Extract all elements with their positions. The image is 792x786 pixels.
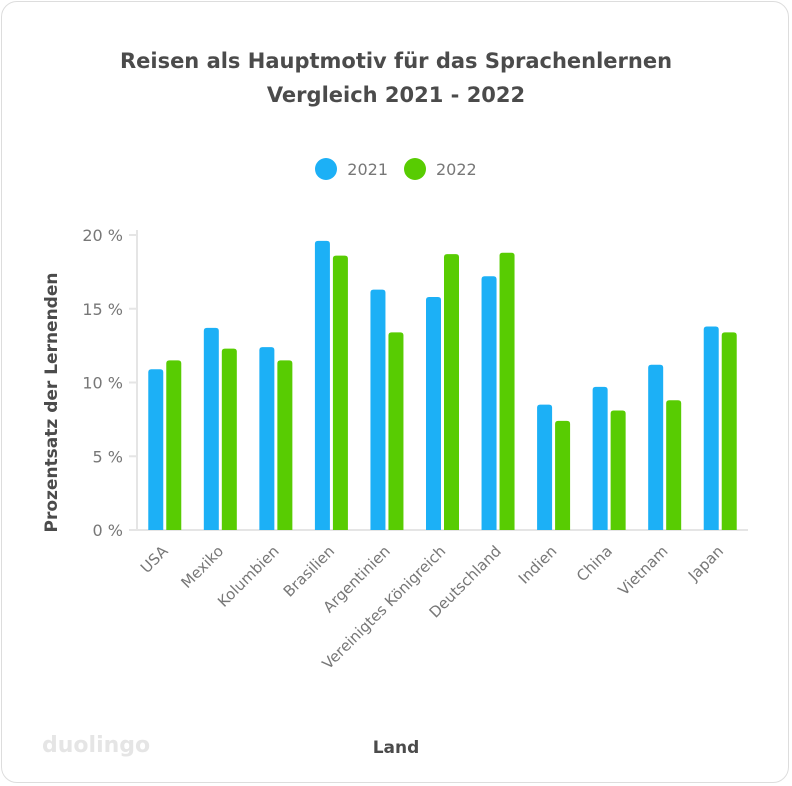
bar-2022 — [277, 360, 293, 530]
bar-2022 — [610, 410, 626, 530]
bar-2021 — [148, 369, 164, 530]
bar-2021 — [314, 240, 330, 530]
x-tick-label: Mexiko — [177, 542, 227, 592]
bar-2022 — [555, 420, 571, 530]
bar-2022 — [166, 360, 182, 530]
x-tick-label: China — [573, 542, 616, 585]
legend-item-2021[interactable]: 2021 — [315, 158, 388, 180]
bar-2022 — [444, 254, 459, 531]
x-tick-label: Japan — [684, 542, 727, 585]
bar-2022 — [388, 332, 404, 530]
bar-2021 — [592, 386, 608, 530]
x-tick-label: USA — [137, 542, 172, 577]
legend-item-2022[interactable]: 2022 — [404, 158, 477, 180]
x-tick-label: Brasilien — [280, 542, 338, 600]
duolingo-logo: duolingo — [42, 733, 151, 758]
legend: 2021 2022 — [0, 158, 792, 180]
x-tick-label: Vietnam — [615, 542, 672, 599]
bar-2022 — [332, 255, 348, 530]
legend-dot-icon — [404, 158, 426, 180]
title-line: Reisen als Hauptmotiv für das Sprachenle… — [119, 49, 673, 73]
bar-2021 — [259, 347, 275, 530]
y-axis-label: Prozentsatz der Lernenden — [42, 273, 62, 533]
y-tick-label: 0 % — [93, 521, 123, 540]
bar-2022 — [221, 348, 237, 530]
bar-2022 — [721, 332, 737, 530]
y-tick-label: 20 % — [82, 226, 123, 245]
bar-2022 — [499, 252, 515, 530]
legend-dot-icon — [315, 158, 338, 180]
bar-2021 — [370, 289, 386, 530]
y-tick-label: 5 % — [93, 447, 123, 466]
bar-2021 — [703, 326, 719, 530]
bar-2021 — [203, 327, 219, 530]
bar-2021 — [537, 404, 553, 530]
subtitle-line: Vergleich 2021 - 2022 — [266, 83, 526, 107]
x-tick-label: Indien — [515, 542, 561, 588]
y-tick-label: 10 % — [82, 374, 123, 393]
bar-2021 — [648, 364, 664, 530]
legend-label: 2021 — [347, 159, 388, 179]
bar-2022 — [666, 400, 682, 530]
bar-2021 — [426, 296, 441, 530]
legend-label: 2022 — [436, 159, 477, 179]
y-tick-label: 15 % — [82, 300, 123, 319]
chart-title: Reisen als Hauptmotiv für das Sprachenle… — [0, 44, 792, 112]
bar-2021 — [481, 276, 497, 530]
x-axis-label: Land — [373, 738, 420, 758]
